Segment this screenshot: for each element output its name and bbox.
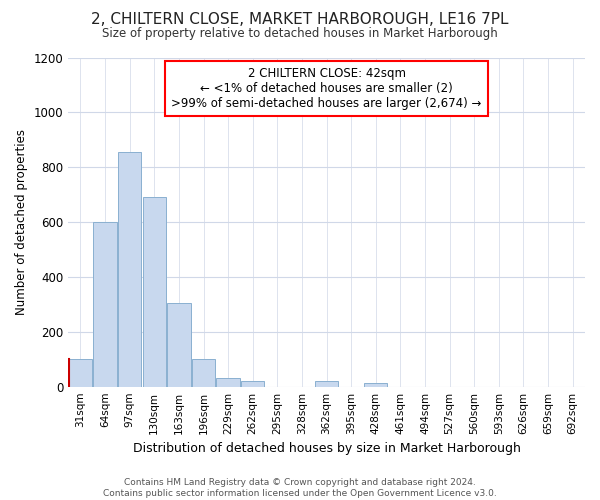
Text: 2, CHILTERN CLOSE, MARKET HARBOROUGH, LE16 7PL: 2, CHILTERN CLOSE, MARKET HARBOROUGH, LE…	[91, 12, 509, 28]
Bar	[94, 222, 117, 386]
Text: 2 CHILTERN CLOSE: 42sqm
← <1% of detached houses are smaller (2)
>99% of semi-de: 2 CHILTERN CLOSE: 42sqm ← <1% of detache…	[172, 68, 482, 110]
Bar	[364, 382, 388, 386]
Bar	[217, 378, 240, 386]
Bar	[241, 381, 265, 386]
Bar	[315, 381, 338, 386]
Bar	[192, 359, 215, 386]
Bar	[69, 359, 92, 386]
Bar	[143, 198, 166, 386]
X-axis label: Distribution of detached houses by size in Market Harborough: Distribution of detached houses by size …	[133, 442, 521, 455]
Bar	[118, 152, 142, 386]
Text: Size of property relative to detached houses in Market Harborough: Size of property relative to detached ho…	[102, 28, 498, 40]
Text: Contains HM Land Registry data © Crown copyright and database right 2024.
Contai: Contains HM Land Registry data © Crown c…	[103, 478, 497, 498]
Y-axis label: Number of detached properties: Number of detached properties	[15, 129, 28, 315]
Bar	[167, 303, 191, 386]
